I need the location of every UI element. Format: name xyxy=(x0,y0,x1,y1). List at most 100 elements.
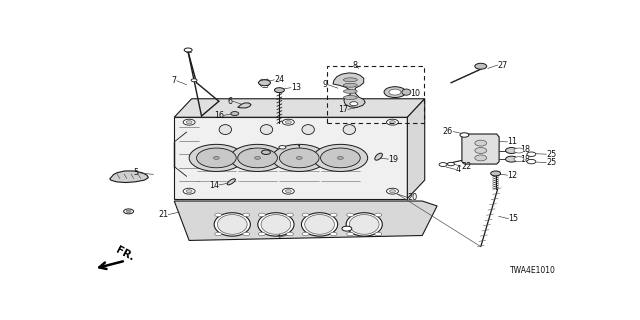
Circle shape xyxy=(124,209,134,214)
Circle shape xyxy=(475,155,487,161)
Circle shape xyxy=(243,232,250,236)
Ellipse shape xyxy=(402,89,411,95)
Text: 23: 23 xyxy=(359,224,369,233)
Circle shape xyxy=(183,188,195,194)
Ellipse shape xyxy=(343,124,356,134)
Circle shape xyxy=(347,213,354,217)
Circle shape xyxy=(330,232,337,236)
Circle shape xyxy=(262,150,271,155)
Circle shape xyxy=(390,190,396,193)
Circle shape xyxy=(475,63,487,69)
Circle shape xyxy=(259,80,271,86)
Ellipse shape xyxy=(258,213,294,236)
Ellipse shape xyxy=(305,215,335,234)
Text: 26: 26 xyxy=(443,127,453,136)
Text: 11: 11 xyxy=(508,137,518,146)
Circle shape xyxy=(527,152,536,156)
Ellipse shape xyxy=(227,179,236,185)
Circle shape xyxy=(186,190,192,193)
Circle shape xyxy=(447,162,454,166)
Text: 13: 13 xyxy=(291,83,301,92)
Circle shape xyxy=(475,148,487,154)
Text: 18: 18 xyxy=(520,145,531,154)
Circle shape xyxy=(285,121,291,124)
Circle shape xyxy=(213,156,220,159)
Circle shape xyxy=(347,232,354,236)
Text: 8: 8 xyxy=(353,61,358,70)
Circle shape xyxy=(514,148,524,153)
Circle shape xyxy=(272,144,326,172)
Circle shape xyxy=(243,213,250,217)
Circle shape xyxy=(275,88,284,92)
Text: 27: 27 xyxy=(498,60,508,69)
Polygon shape xyxy=(408,99,425,198)
Circle shape xyxy=(259,213,266,217)
Circle shape xyxy=(330,213,337,217)
Circle shape xyxy=(287,232,293,236)
Circle shape xyxy=(189,144,244,172)
Circle shape xyxy=(342,226,352,231)
Text: 10: 10 xyxy=(410,89,420,98)
Polygon shape xyxy=(174,201,437,240)
Ellipse shape xyxy=(344,96,357,100)
Circle shape xyxy=(215,232,221,236)
Ellipse shape xyxy=(344,83,357,87)
Text: 19: 19 xyxy=(388,155,399,164)
Circle shape xyxy=(375,213,381,217)
Circle shape xyxy=(390,121,396,124)
Ellipse shape xyxy=(219,124,232,134)
Text: 22: 22 xyxy=(461,162,471,171)
Ellipse shape xyxy=(375,153,382,160)
Circle shape xyxy=(126,210,131,212)
Text: 7: 7 xyxy=(172,76,177,85)
Text: TWA4E1010: TWA4E1010 xyxy=(510,267,556,276)
Circle shape xyxy=(287,213,293,217)
Circle shape xyxy=(491,171,500,176)
Circle shape xyxy=(230,144,285,172)
Circle shape xyxy=(387,188,399,194)
Circle shape xyxy=(282,119,294,125)
Circle shape xyxy=(506,148,518,154)
Ellipse shape xyxy=(218,215,247,234)
Ellipse shape xyxy=(344,78,357,82)
Text: 9: 9 xyxy=(323,80,328,89)
Text: 12: 12 xyxy=(508,171,518,180)
Text: 5: 5 xyxy=(133,168,138,177)
Circle shape xyxy=(215,213,221,217)
Circle shape xyxy=(279,146,286,149)
Ellipse shape xyxy=(344,89,357,93)
Text: 24: 24 xyxy=(275,75,285,84)
Ellipse shape xyxy=(301,213,338,236)
Text: 14: 14 xyxy=(209,180,219,189)
Circle shape xyxy=(231,112,239,116)
Ellipse shape xyxy=(349,215,379,234)
Circle shape xyxy=(527,159,536,164)
Circle shape xyxy=(296,156,302,159)
Text: 21: 21 xyxy=(158,210,168,219)
Circle shape xyxy=(514,157,524,162)
Circle shape xyxy=(285,190,291,193)
Circle shape xyxy=(259,232,266,236)
Circle shape xyxy=(439,163,447,166)
Circle shape xyxy=(387,119,399,125)
Ellipse shape xyxy=(260,124,273,134)
Circle shape xyxy=(237,148,277,168)
Circle shape xyxy=(389,89,401,95)
Polygon shape xyxy=(110,171,148,182)
Polygon shape xyxy=(174,99,425,117)
Circle shape xyxy=(460,133,469,137)
Ellipse shape xyxy=(346,213,382,236)
Text: 15: 15 xyxy=(509,214,518,223)
Circle shape xyxy=(196,148,236,168)
Text: 16: 16 xyxy=(214,111,224,120)
Circle shape xyxy=(302,232,309,236)
Polygon shape xyxy=(462,134,499,164)
Polygon shape xyxy=(174,117,408,198)
Text: 20: 20 xyxy=(408,193,417,202)
Text: 18: 18 xyxy=(520,155,531,164)
Circle shape xyxy=(384,87,406,98)
Ellipse shape xyxy=(302,124,314,134)
Text: FR.: FR. xyxy=(114,245,136,263)
Circle shape xyxy=(302,213,309,217)
Circle shape xyxy=(280,148,319,168)
